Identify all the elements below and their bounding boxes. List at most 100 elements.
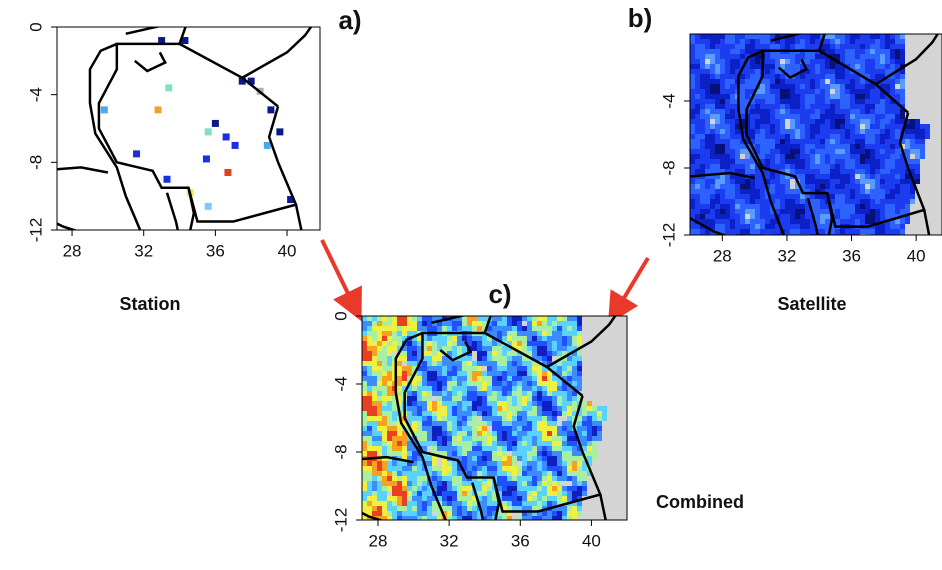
raster-cell xyxy=(597,416,603,422)
raster-cell xyxy=(865,39,871,45)
raster-cell xyxy=(612,486,618,492)
raster-cell xyxy=(397,336,403,342)
raster-cell xyxy=(760,34,766,40)
raster-cell xyxy=(835,64,841,70)
raster-cell xyxy=(397,321,403,327)
raster-cell xyxy=(547,346,553,352)
raster-cell xyxy=(860,229,866,235)
raster-cell xyxy=(855,194,861,200)
raster-cell xyxy=(720,64,726,70)
raster-cell xyxy=(695,214,701,220)
raster-cell xyxy=(367,346,373,352)
raster-cell xyxy=(825,159,831,165)
raster-cell xyxy=(900,114,906,120)
raster-cell xyxy=(815,59,821,65)
raster-cell xyxy=(755,39,761,45)
raster-cell xyxy=(572,361,578,367)
raster-cell xyxy=(930,199,936,205)
raster-cell xyxy=(532,471,538,477)
raster-cell xyxy=(542,431,548,437)
raster-cell xyxy=(885,214,891,220)
raster-cell xyxy=(442,376,448,382)
raster-cell xyxy=(377,511,383,517)
raster-cell xyxy=(377,366,383,372)
raster-cell xyxy=(387,491,393,497)
raster-cell xyxy=(820,184,826,190)
raster-cell xyxy=(695,149,701,155)
raster-cell xyxy=(577,491,583,497)
raster-cell xyxy=(372,491,378,497)
raster-cell xyxy=(527,421,533,427)
raster-cell xyxy=(392,331,398,337)
raster-cell xyxy=(870,164,876,170)
raster-cell xyxy=(920,169,926,175)
raster-cell xyxy=(780,99,786,105)
raster-cell xyxy=(487,446,493,452)
raster-cell xyxy=(407,516,413,522)
raster-cell xyxy=(462,376,468,382)
raster-cell xyxy=(700,74,706,80)
raster-cell xyxy=(850,54,856,60)
raster-cell xyxy=(462,371,468,377)
raster-cell xyxy=(482,406,488,412)
raster-cell xyxy=(860,194,866,200)
raster-cell xyxy=(582,386,588,392)
raster-cell xyxy=(522,401,528,407)
raster-cell xyxy=(725,159,731,165)
raster-cell xyxy=(845,184,851,190)
raster-cell xyxy=(770,119,776,125)
raster-cell xyxy=(805,119,811,125)
raster-cell xyxy=(730,149,736,155)
raster-cell xyxy=(865,134,871,140)
raster-cell xyxy=(417,401,423,407)
raster-cell xyxy=(427,326,433,332)
raster-cell xyxy=(562,426,568,432)
raster-cell xyxy=(427,401,433,407)
raster-cell xyxy=(690,199,696,205)
raster-cell xyxy=(895,94,901,100)
raster-cell xyxy=(617,416,623,422)
raster-cell xyxy=(607,481,613,487)
raster-cell xyxy=(830,39,836,45)
panel-label: a) xyxy=(338,5,361,35)
raster-cell xyxy=(487,341,493,347)
raster-cell xyxy=(810,119,816,125)
raster-cell xyxy=(780,189,786,195)
raster-cell xyxy=(885,174,891,180)
raster-cell xyxy=(437,516,443,522)
raster-cell xyxy=(760,119,766,125)
raster-cell xyxy=(607,391,613,397)
raster-cell xyxy=(537,471,543,477)
raster-cell xyxy=(602,441,608,447)
raster-cell xyxy=(497,516,503,522)
raster-cell xyxy=(860,209,866,215)
raster-cell xyxy=(462,451,468,457)
raster-cell xyxy=(447,341,453,347)
raster-cell xyxy=(855,84,861,90)
raster-cell xyxy=(507,446,513,452)
raster-cell xyxy=(617,361,623,367)
raster-cell xyxy=(730,89,736,95)
raster-cell xyxy=(567,421,573,427)
raster-cell xyxy=(845,179,851,185)
raster-cell xyxy=(830,109,836,115)
raster-cell xyxy=(775,149,781,155)
raster-cell xyxy=(437,411,443,417)
raster-cell xyxy=(820,59,826,65)
raster-cell xyxy=(592,441,598,447)
raster-cell xyxy=(612,401,618,407)
raster-cell xyxy=(710,114,716,120)
raster-cell xyxy=(790,94,796,100)
raster-cell xyxy=(482,431,488,437)
raster-cell xyxy=(517,486,523,492)
raster-cell xyxy=(362,416,368,422)
raster-cell xyxy=(705,39,711,45)
raster-cell xyxy=(800,169,806,175)
raster-cell xyxy=(720,189,726,195)
raster-cell xyxy=(527,411,533,417)
raster-cell xyxy=(885,109,891,115)
raster-cell xyxy=(905,54,911,60)
raster-cell xyxy=(402,516,408,522)
raster-cell xyxy=(432,391,438,397)
raster-cell xyxy=(377,351,383,357)
